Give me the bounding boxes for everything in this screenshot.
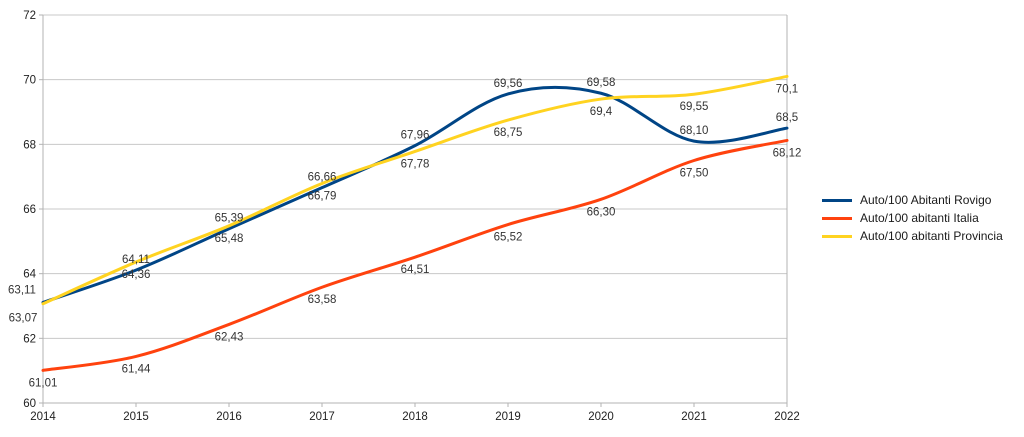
data-label-italia: 62,43 — [215, 331, 244, 343]
legend-swatch-provincia — [822, 234, 852, 238]
legend-item-italia: Auto/100 abitanti Italia — [822, 209, 1003, 227]
data-label-italia: 63,58 — [308, 294, 337, 306]
legend-label: Auto/100 abitanti Italia — [860, 211, 979, 225]
x-axis-label: 2019 — [495, 411, 521, 423]
legend-label: Auto/100 Abitanti Rovigo — [860, 193, 992, 207]
data-label-provincia: 69,55 — [680, 101, 709, 113]
data-label-italia: 61,44 — [122, 363, 151, 375]
x-axis-label: 2021 — [681, 411, 707, 423]
data-label-italia: 65,52 — [494, 232, 523, 244]
data-label-provincia: 63,07 — [9, 313, 38, 325]
data-label-provincia: 65,48 — [215, 233, 244, 245]
data-label-rovigo: 69,58 — [587, 77, 616, 89]
series-line-rovigo — [41, 85, 789, 304]
legend-label: Auto/100 abitanti Provincia — [860, 229, 1003, 243]
data-label-italia: 67,50 — [680, 168, 709, 180]
series-line-italia — [41, 138, 789, 372]
x-axis-label: 2020 — [588, 411, 614, 423]
data-label-italia: 64,51 — [401, 264, 430, 276]
x-axis-label: 2018 — [402, 411, 428, 423]
data-label-provincia: 64,36 — [122, 269, 151, 281]
legend-item-provincia: Auto/100 abitanti Provincia — [822, 227, 1003, 245]
y-axis-label: 64 — [23, 269, 36, 281]
data-label-provincia: 67,78 — [401, 158, 430, 170]
y-axis-label: 72 — [23, 10, 36, 22]
x-axis-label: 2022 — [774, 411, 800, 423]
legend-swatch-rovigo — [822, 198, 852, 202]
y-axis-label: 68 — [23, 139, 36, 151]
data-label-rovigo: 66,66 — [308, 172, 337, 184]
x-axis-label: 2014 — [30, 411, 56, 423]
data-label-italia: 61,01 — [29, 377, 58, 389]
y-axis-label: 62 — [23, 333, 36, 345]
x-axis-label: 2017 — [309, 411, 335, 423]
legend-item-rovigo: Auto/100 Abitanti Rovigo — [822, 191, 1003, 209]
data-label-rovigo: 67,96 — [401, 130, 430, 142]
x-axis-label: 2015 — [123, 411, 149, 423]
x-axis-label: 2016 — [216, 411, 242, 423]
data-label-rovigo: 68,10 — [680, 125, 709, 137]
series-line-provincia — [41, 74, 789, 306]
y-axis-label: 66 — [23, 204, 36, 216]
y-axis-label: 60 — [23, 398, 36, 410]
data-label-provincia: 66,79 — [308, 190, 337, 202]
data-label-provincia: 70,1 — [776, 83, 798, 95]
data-label-rovigo: 63,11 — [8, 284, 36, 296]
data-label-rovigo: 64,11 — [122, 254, 150, 266]
legend-swatch-italia — [822, 216, 852, 220]
data-label-rovigo: 68,5 — [776, 112, 798, 124]
data-label-rovigo: 69,56 — [494, 78, 523, 90]
y-axis-label: 70 — [23, 75, 36, 87]
data-label-italia: 68,12 — [773, 147, 802, 159]
data-label-italia: 66,30 — [587, 206, 616, 218]
data-label-provincia: 69,4 — [590, 106, 613, 118]
data-label-rovigo: 65,39 — [215, 213, 244, 225]
data-label-provincia: 68,75 — [494, 127, 523, 139]
legend: Auto/100 Abitanti Rovigo Auto/100 abitant… — [822, 191, 1003, 245]
